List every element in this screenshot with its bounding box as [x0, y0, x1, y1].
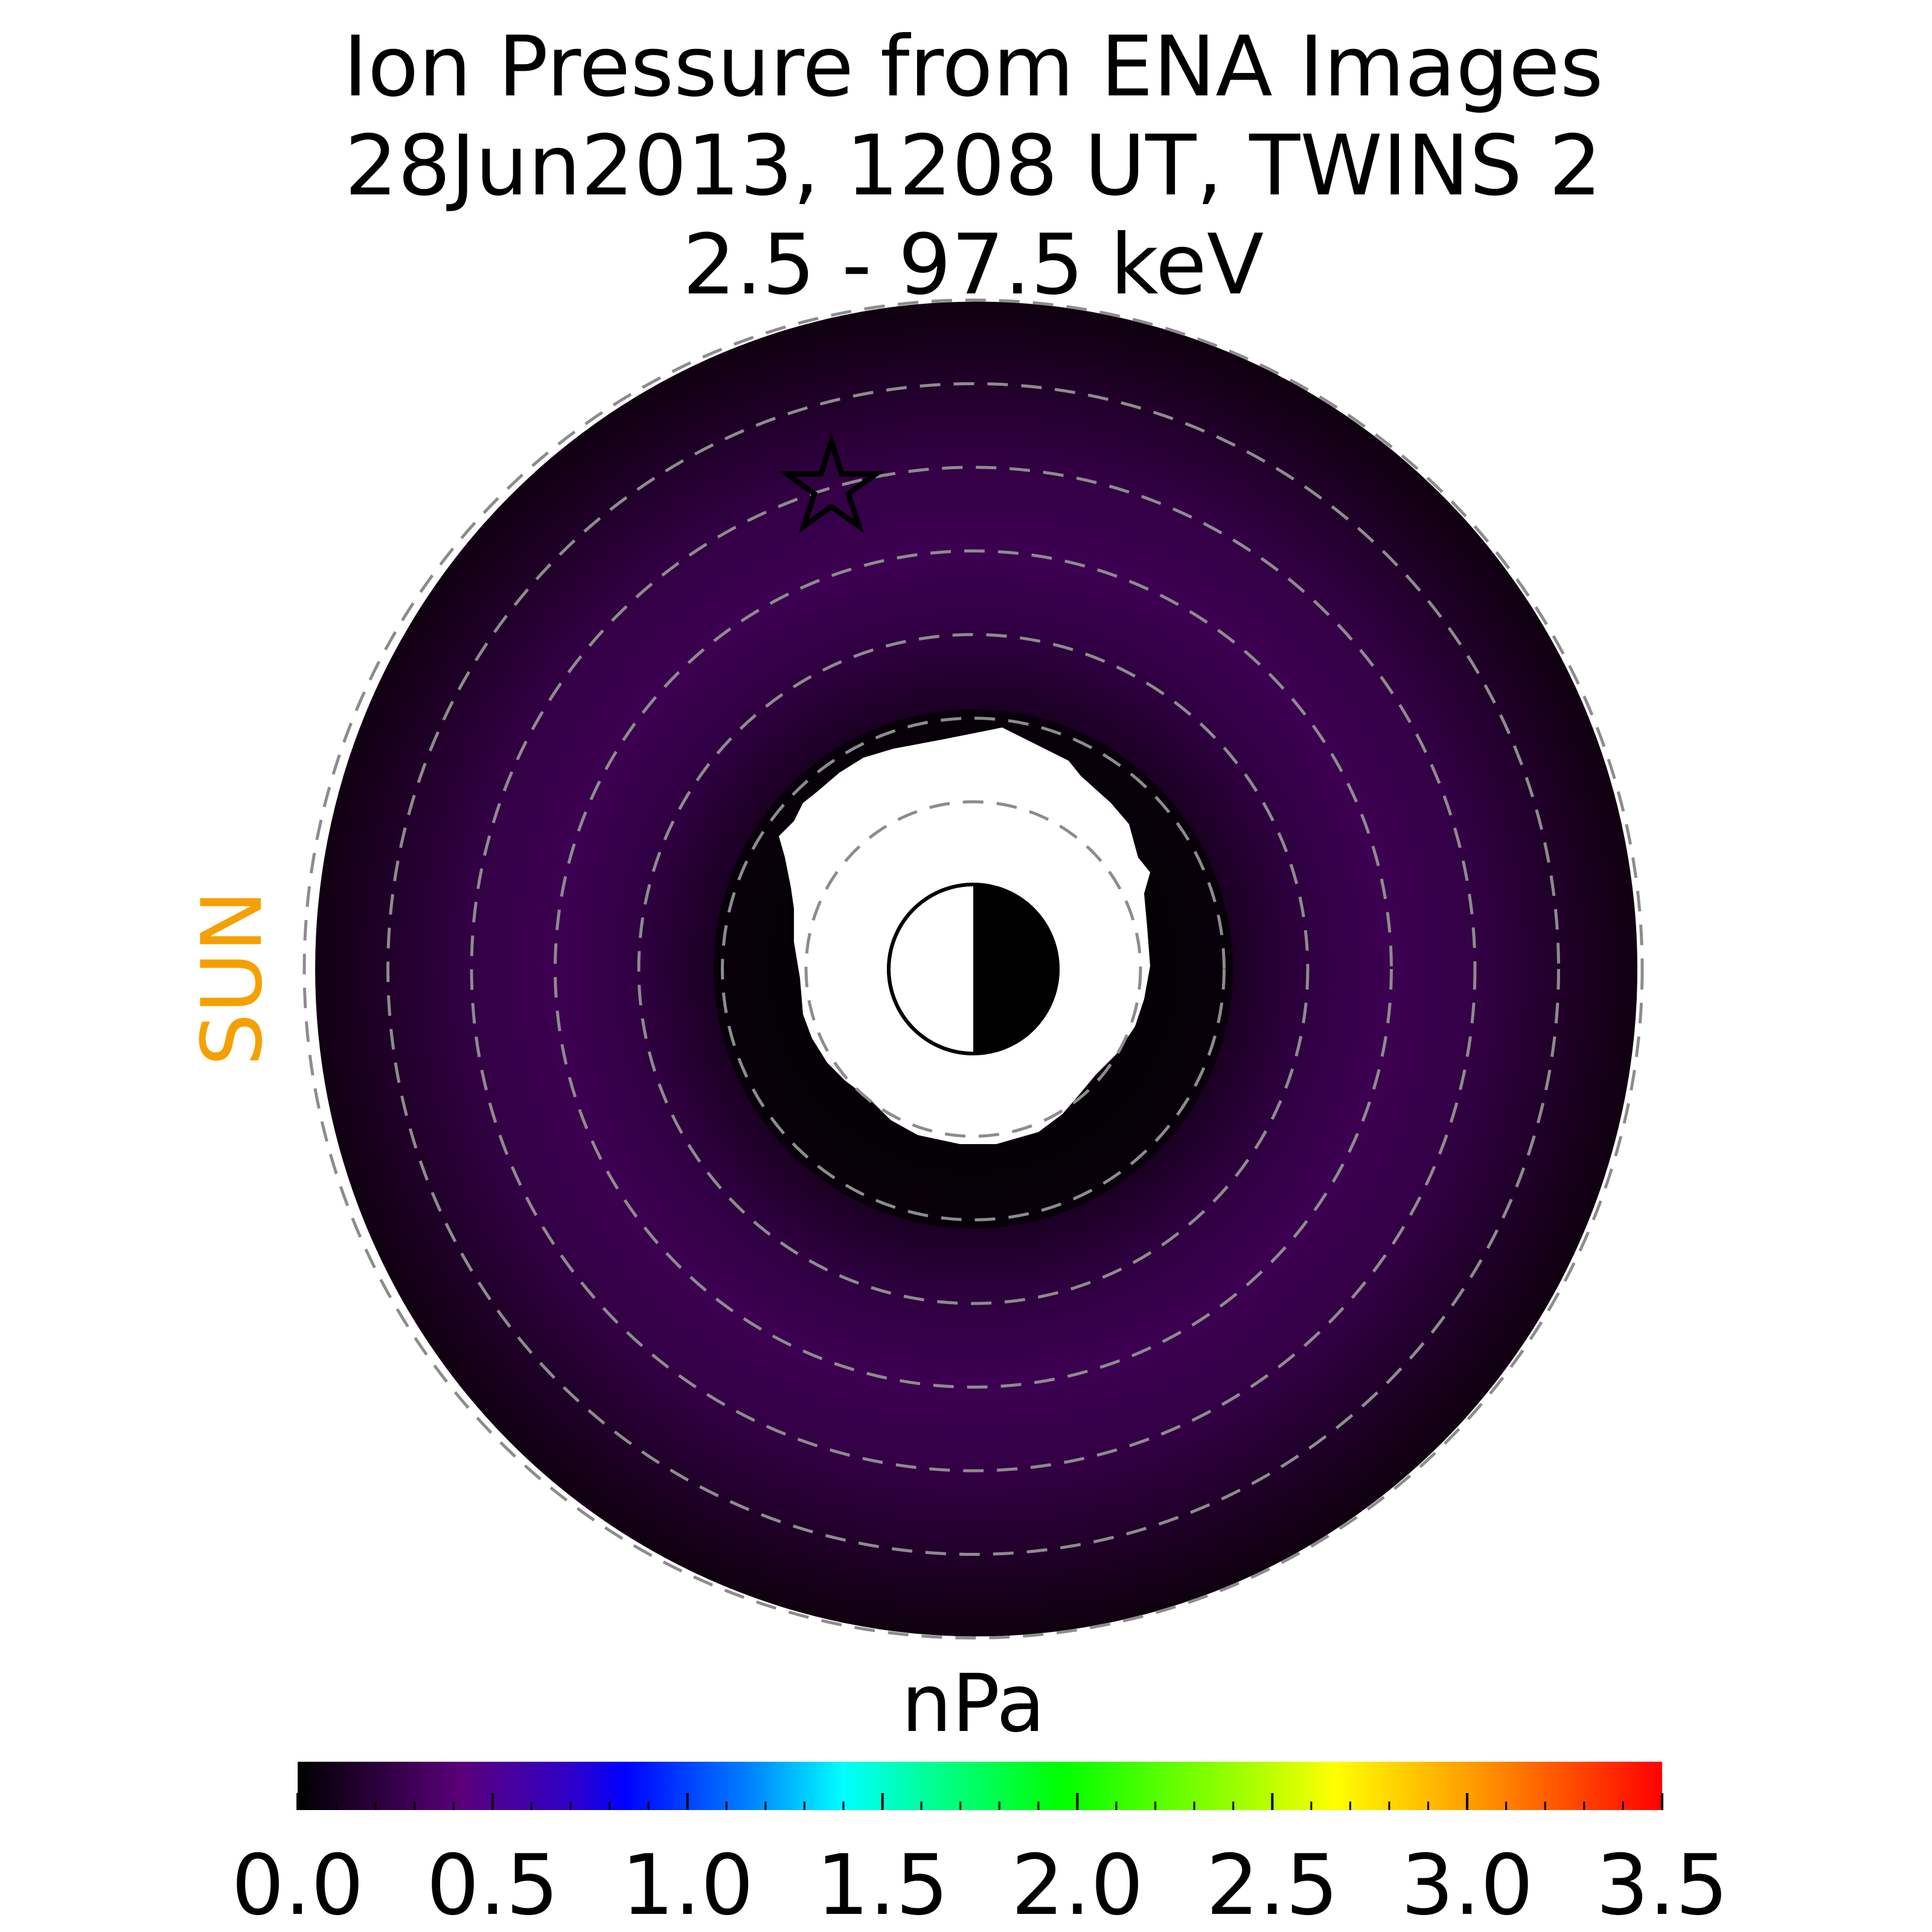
earth-icon — [887, 883, 1060, 1055]
dashed-ring-8 — [302, 298, 1644, 1640]
chart-title-line-3: 2.5 - 97.5 keV — [683, 216, 1264, 313]
chart-title-line-1: Ion Pressure from ENA Images — [343, 18, 1603, 115]
colorbar-tick-label: 1.0 — [621, 1837, 753, 1932]
dashed-ring-3 — [721, 717, 1226, 1221]
colorbar-tick-label: 3.5 — [1596, 1837, 1728, 1932]
colorbar-major-ticks: 0.0 0.5 1.0 1.5 2.0 2.5 3.0 3.5 — [231, 1793, 1729, 1932]
dashed-ring-7 — [386, 382, 1560, 1556]
dashed-ring-4 — [637, 633, 1310, 1305]
colorbar-gradient — [298, 1762, 1662, 1810]
colorbar-tick-label: 1.5 — [816, 1837, 948, 1932]
sun-direction-label: SUN — [184, 890, 281, 1066]
colorbar-tick-label: 2.5 — [1206, 1837, 1339, 1932]
spacecraft-star-icon — [778, 432, 884, 534]
chart-title-line-2: 28Jun2013, 1208 UT, TWINS 2 — [345, 117, 1602, 214]
dashed-ring-2 — [804, 800, 1142, 1138]
dashed-ring-6 — [470, 465, 1477, 1473]
colorbar-unit-label: nPa — [901, 1657, 1045, 1750]
dashed-rings — [302, 298, 1644, 1640]
colorbar: nPa 0.0 0.5 1.0 1.5 2.0 2.5 3.0 3.5 — [231, 1657, 1728, 1932]
dashed-ring-5 — [554, 549, 1393, 1389]
colorbar-tick-label: 3.0 — [1401, 1837, 1533, 1932]
colorbar-tick-label: 0.0 — [231, 1837, 363, 1932]
colorbar-tick-label: 0.5 — [426, 1837, 558, 1932]
colorbar-tick-label: 2.0 — [1011, 1837, 1144, 1932]
